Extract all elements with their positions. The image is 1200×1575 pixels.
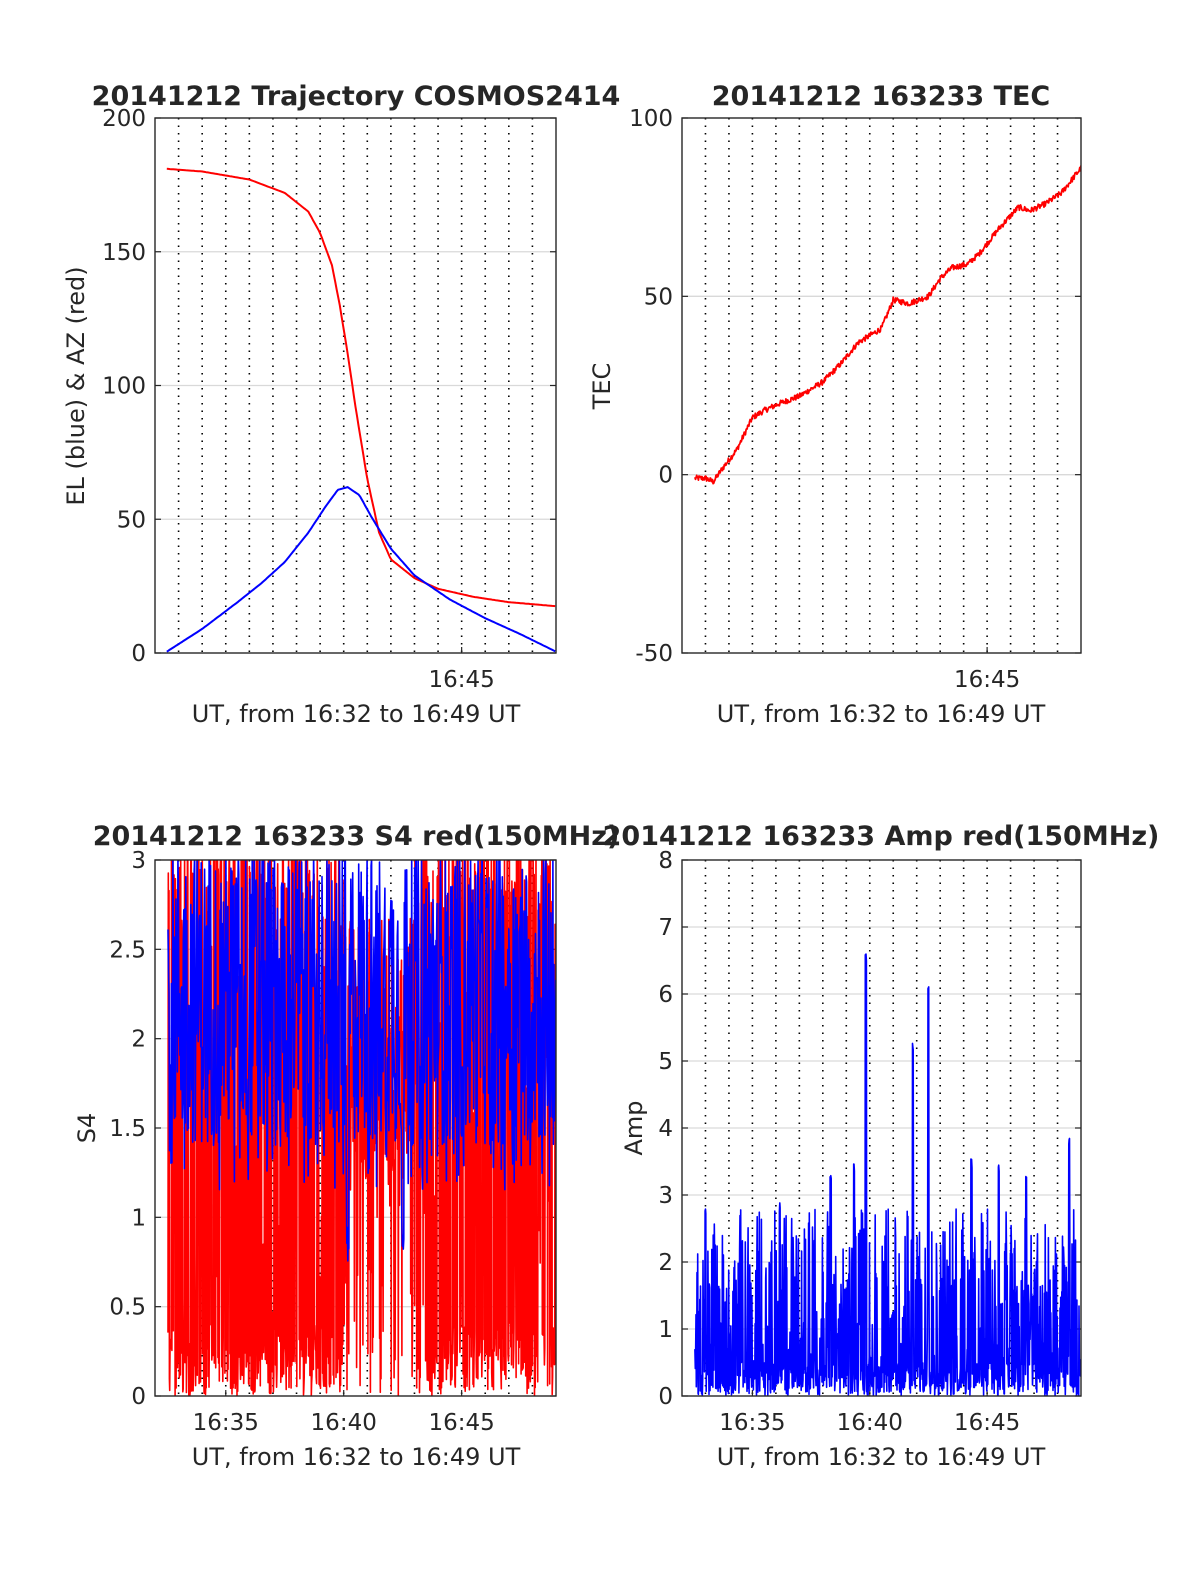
series-group xyxy=(694,953,1081,1396)
y-tick-label: 0 xyxy=(658,1384,673,1410)
s4-chart: 20141212 163233 S4 red(150MHz) 0 0.5 1 1.5 2… xyxy=(73,821,619,1471)
amp-plot-area: 0 1 2 3 4 5 6 7 8 16:35 16:40 16:45 xyxy=(658,848,1082,1436)
y-tick-label: 150 xyxy=(102,240,146,266)
trajectory-chart: 20141212 Trajectory COSMOS2414 0 50 100 150… xyxy=(62,81,620,728)
y-tick-label: 1 xyxy=(658,1317,673,1343)
y-tick-label: 0.5 xyxy=(109,1295,146,1321)
series-line-s4-1 xyxy=(167,860,556,1262)
y-tick-label: 2 xyxy=(131,1027,146,1053)
y-tick-label: 2 xyxy=(658,1250,673,1276)
series-group xyxy=(694,165,1081,485)
x-tick-label: 16:45 xyxy=(954,667,1020,693)
amp-y-axis-label: Amp xyxy=(620,1100,648,1155)
series-line-trajectory-0 xyxy=(166,167,556,608)
series-group xyxy=(167,860,556,1396)
y-tick-label: 1 xyxy=(131,1205,146,1231)
y-tick-label: 4 xyxy=(658,1116,673,1142)
y-tick-label: 3 xyxy=(131,848,146,874)
s4-x-axis-label: UT, from 16:32 to 16:49 UT xyxy=(192,1443,521,1471)
axes-frame xyxy=(681,117,1082,654)
y-tick-label: -50 xyxy=(635,641,673,667)
x-tick-label: 16:35 xyxy=(719,1410,785,1436)
tec-plot-area: -50 0 50 100 16:45 xyxy=(629,106,1082,693)
s4-title: 20141212 163233 S4 red(150MHz) xyxy=(93,821,620,852)
y-tick-label: 0 xyxy=(131,641,146,667)
x-tick-label: 16:40 xyxy=(837,1410,903,1436)
tec-title: 20141212 163233 TEC xyxy=(712,81,1051,112)
trajectory-title: 20141212 Trajectory COSMOS2414 xyxy=(92,81,621,112)
y-tick-label: 8 xyxy=(658,848,673,874)
y-tick-label: 6 xyxy=(658,982,673,1008)
y-tick-label: 100 xyxy=(102,374,146,400)
x-tick-label: 16:45 xyxy=(428,1410,494,1436)
axes-frame xyxy=(154,859,557,1397)
tec-y-axis-label: TEC xyxy=(588,363,616,411)
series-group xyxy=(166,167,556,653)
tec-chart: 20141212 163233 TEC -50 0 50 100 16:45 UT, f… xyxy=(588,81,1082,728)
amp-title: 20141212 163233 Amp red(150MHz) xyxy=(603,821,1160,852)
axes-frame xyxy=(154,117,557,654)
y-tick-label: 1.5 xyxy=(109,1116,146,1142)
y-tick-label: 100 xyxy=(629,106,673,132)
y-tick-label: 7 xyxy=(658,915,673,941)
trajectory-x-axis-label: UT, from 16:32 to 16:49 UT xyxy=(192,700,521,728)
tec-x-axis-label: UT, from 16:32 to 16:49 UT xyxy=(717,700,1046,728)
x-tick-label: 16:45 xyxy=(428,667,494,693)
y-tick-label: 2.5 xyxy=(109,937,146,963)
x-tick-label: 16:40 xyxy=(311,1410,377,1436)
y-tick-label: 50 xyxy=(117,507,146,533)
s4-y-axis-label: S4 xyxy=(73,1113,101,1144)
x-tick-label: 16:45 xyxy=(954,1410,1020,1436)
series-line-trajectory-1 xyxy=(166,486,556,653)
y-tick-label: 50 xyxy=(644,284,673,310)
series-line-amp-0 xyxy=(694,953,1081,1396)
y-tick-label: 3 xyxy=(658,1183,673,1209)
amp-chart: 20141212 163233 Amp red(150MHz) 0 1 2 3 4 5 6 7… xyxy=(603,821,1160,1471)
y-tick-label: 5 xyxy=(658,1049,673,1075)
s4-plot-area: 0 0.5 1 1.5 2 2.5 3 16:35 16:40 16:45 xyxy=(109,848,557,1436)
y-tick-label: 0 xyxy=(658,463,673,489)
axes-frame xyxy=(681,859,1082,1397)
series-line-tec-0 xyxy=(694,165,1081,485)
y-tick-label: 200 xyxy=(102,106,146,132)
trajectory-y-axis-label: EL (blue) & AZ (red) xyxy=(62,266,90,505)
x-tick-label: 16:35 xyxy=(193,1410,259,1436)
trajectory-plot-area: 0 50 100 150 200 16:45 xyxy=(102,106,557,693)
y-tick-label: 0 xyxy=(131,1384,146,1410)
amp-x-axis-label: UT, from 16:32 to 16:49 UT xyxy=(717,1443,1046,1471)
